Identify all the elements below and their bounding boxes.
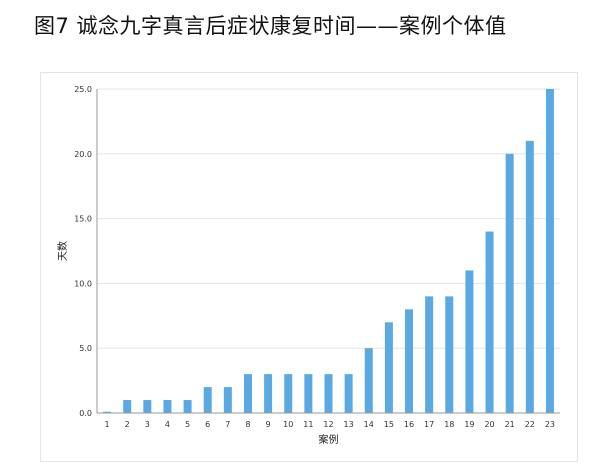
y-tick-label: 15.0 bbox=[74, 215, 92, 224]
x-axis-label: 案例 bbox=[319, 433, 339, 446]
bar bbox=[203, 387, 212, 413]
x-tick-label: 9 bbox=[266, 420, 271, 429]
x-tick-label: 19 bbox=[464, 420, 474, 429]
bar bbox=[223, 387, 232, 413]
bar bbox=[264, 374, 273, 413]
x-tick-label: 21 bbox=[505, 420, 515, 429]
x-tick-label: 6 bbox=[205, 420, 210, 429]
x-tick-label: 1 bbox=[105, 420, 110, 429]
x-tick-label: 8 bbox=[245, 420, 250, 429]
x-tick-label: 10 bbox=[283, 420, 293, 429]
bar bbox=[103, 411, 112, 413]
x-tick-label: 14 bbox=[364, 420, 374, 429]
bar bbox=[425, 296, 434, 413]
bar bbox=[465, 270, 474, 413]
bar bbox=[284, 374, 293, 413]
x-tick-label: 12 bbox=[323, 420, 333, 429]
grid-lines bbox=[97, 88, 560, 349]
bar bbox=[525, 140, 534, 413]
bar bbox=[485, 231, 494, 413]
bar bbox=[405, 309, 414, 413]
bar bbox=[123, 400, 132, 413]
bar bbox=[183, 400, 192, 413]
x-tick-label: 4 bbox=[165, 420, 170, 429]
bar bbox=[384, 322, 393, 413]
bar bbox=[143, 400, 152, 413]
x-tick-label: 11 bbox=[303, 420, 313, 429]
x-tick-label: 18 bbox=[444, 420, 454, 429]
bar bbox=[545, 89, 554, 413]
bars bbox=[103, 89, 554, 414]
bar bbox=[344, 374, 353, 413]
x-tick-label: 17 bbox=[424, 420, 434, 429]
axes: 0.05.010.015.020.025.01 2 3 4 5 6 7 8 9 10 11 12 13 1… bbox=[74, 85, 560, 429]
x-tick-label: 16 bbox=[404, 420, 414, 429]
x-tick-label: 7 bbox=[225, 420, 230, 429]
y-tick-label: 5.0 bbox=[79, 344, 92, 353]
x-tick-label: 23 bbox=[545, 420, 555, 429]
x-tick-label: 13 bbox=[344, 420, 354, 429]
x-tick-label: 20 bbox=[484, 420, 494, 429]
y-tick-label: 0.0 bbox=[79, 409, 92, 418]
x-tick-label: 22 bbox=[525, 420, 535, 429]
y-tick-label: 10.0 bbox=[74, 279, 92, 288]
x-tick-label: 15 bbox=[384, 420, 394, 429]
x-tick-label: 5 bbox=[185, 420, 190, 429]
bar bbox=[163, 400, 172, 413]
y-axis-label: 天数 bbox=[56, 241, 69, 261]
y-tick-label: 20.0 bbox=[74, 150, 92, 159]
x-tick-label: 3 bbox=[145, 420, 150, 429]
bar bbox=[243, 374, 252, 413]
x-tick-label: 2 bbox=[125, 420, 130, 429]
y-tick-label: 25.0 bbox=[74, 85, 92, 94]
bar bbox=[324, 374, 333, 413]
bar bbox=[364, 348, 373, 413]
figure-title: 图7 诚念九字真言后症状康复时间——案例个体值 bbox=[34, 14, 507, 38]
bar bbox=[505, 153, 514, 414]
bar bbox=[304, 374, 313, 413]
bar bbox=[445, 296, 454, 413]
